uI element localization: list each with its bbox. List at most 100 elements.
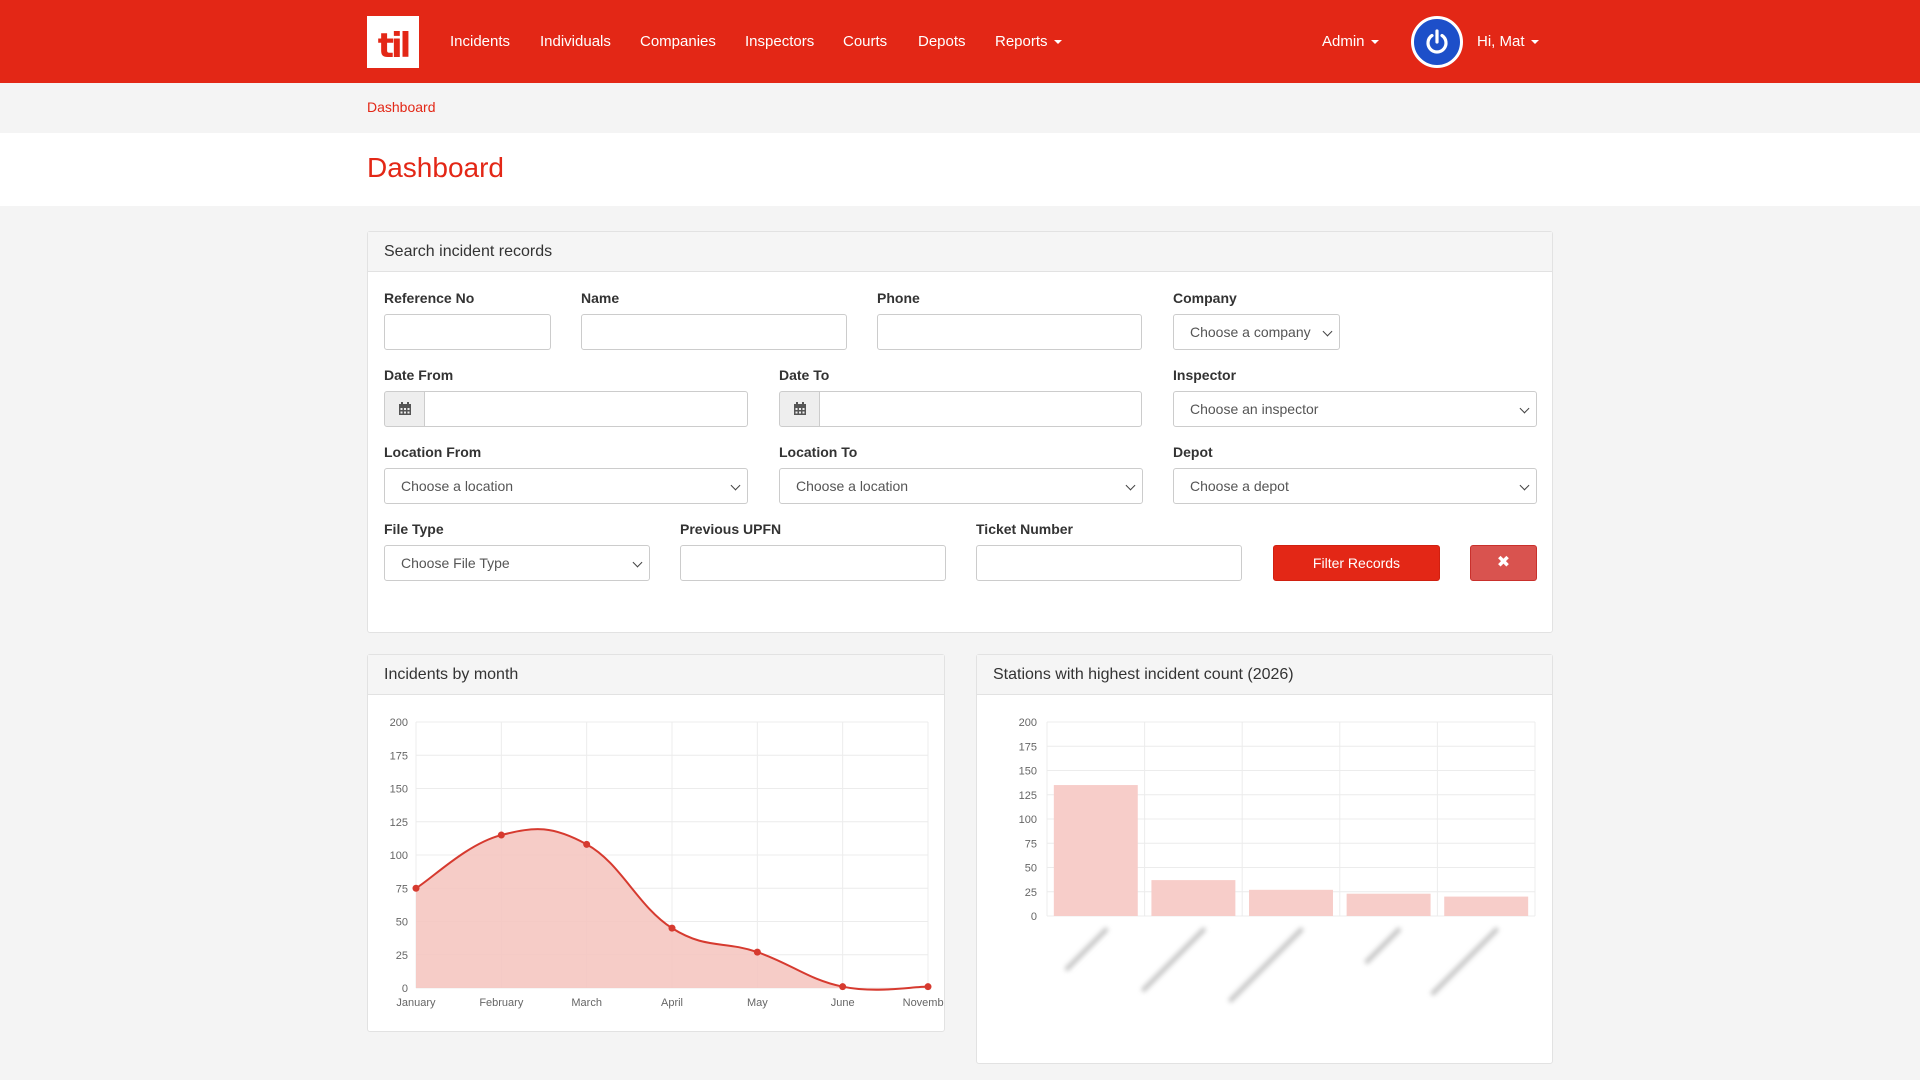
top-navbar: til Incidents Individuals Companies Insp… [0, 0, 1920, 83]
x-tick-label-redacted [1228, 927, 1304, 1003]
y-tick-label: 200 [390, 717, 408, 729]
bar [1053, 785, 1138, 916]
company-select-value: Choose a company [1190, 324, 1311, 340]
x-tick-label-redacted [1141, 927, 1206, 992]
y-tick-label: 100 [1019, 814, 1037, 826]
company-select[interactable]: Choose a company [1173, 314, 1340, 350]
bar [1249, 889, 1333, 916]
location-to-label: Location To [779, 444, 858, 460]
nav-reports-label: Reports [995, 33, 1048, 50]
y-tick-label: 150 [390, 784, 408, 796]
chevron-down-icon [632, 557, 643, 568]
x-tick-label-redacted [1430, 927, 1499, 996]
x-tick-label: January [396, 997, 436, 1009]
y-tick-label: 150 [1019, 766, 1037, 778]
chevron-down-icon [730, 480, 741, 491]
data-point [668, 924, 676, 932]
nav-courts[interactable]: Courts [843, 33, 888, 50]
data-point [412, 884, 420, 892]
date-from-input[interactable] [424, 391, 748, 427]
nav-depots[interactable]: Depots [918, 33, 966, 50]
search-panel: Search incident records Reference No Nam… [367, 231, 1553, 633]
y-tick-label: 50 [396, 917, 408, 929]
caret-down-icon [1053, 40, 1062, 45]
stations-incident-chart: 0 25 50 75 100 125 150 175 200 [1019, 717, 1536, 1003]
data-point [497, 831, 505, 839]
data-point [839, 983, 847, 991]
incidents-by-month-panel: Incidents by month 0 25 50 75 100 125 150 175 20… [367, 654, 945, 1032]
brand-logo[interactable]: til [367, 16, 419, 68]
chevron-down-icon [1322, 326, 1333, 337]
y-tick-label: 100 [390, 850, 408, 862]
y-tick-label: 75 [1025, 838, 1037, 850]
y-tick-label: 75 [396, 883, 408, 895]
date-to-input[interactable] [819, 391, 1142, 427]
stations-incident-panel: Stations with highest incident count (20… [976, 654, 1553, 1064]
depot-select[interactable]: Choose a depot [1173, 468, 1537, 504]
inspector-select[interactable]: Choose an inspector [1173, 391, 1537, 427]
x-tick-label: March [571, 997, 602, 1009]
user-menu-dropdown[interactable]: Hi, Mat [1477, 0, 1539, 83]
location-to-select[interactable]: Choose a location [779, 468, 1143, 504]
y-tick-label: 0 [1031, 911, 1037, 923]
caret-down-icon [1530, 40, 1539, 45]
x-tick-label-redacted [1364, 927, 1402, 964]
stations-incident-heading: Stations with highest incident count (20… [977, 655, 1552, 695]
logo-text: til [377, 26, 412, 66]
phone-input[interactable] [877, 314, 1142, 350]
admin-label: Admin [1322, 33, 1365, 50]
phone-label: Phone [877, 290, 920, 306]
power-icon[interactable] [1411, 16, 1463, 68]
chevron-down-icon [1519, 480, 1530, 491]
y-tick-label: 175 [390, 750, 408, 762]
location-from-select-value: Choose a location [401, 478, 514, 494]
file-type-select-value: Choose File Type [401, 555, 510, 571]
location-from-select[interactable]: Choose a location [384, 468, 748, 504]
name-input[interactable] [581, 314, 847, 350]
previous-upfn-label: Previous UPFN [680, 521, 782, 537]
breadcrumb-item-dashboard[interactable]: Dashboard [367, 99, 436, 115]
reference-no-label: Reference No [384, 290, 475, 306]
user-greeting: Hi, Mat [1477, 33, 1525, 50]
y-tick-label: 175 [1019, 741, 1037, 753]
y-tick-label: 50 [1025, 863, 1037, 875]
nav-individuals[interactable]: Individuals [540, 33, 611, 50]
y-tick-label: 25 [1025, 887, 1037, 899]
y-tick-label: 125 [1019, 790, 1037, 802]
data-point [753, 948, 761, 956]
inspector-select-value: Choose an inspector [1190, 401, 1319, 417]
reference-no-input[interactable] [384, 314, 551, 350]
x-tick-label: April [661, 997, 683, 1009]
bar [1444, 896, 1529, 916]
data-point [583, 840, 591, 848]
company-label: Company [1173, 290, 1237, 306]
file-type-label: File Type [384, 521, 444, 537]
filter-records-button[interactable]: Filter Records [1273, 545, 1440, 581]
location-to-select-value: Choose a location [796, 478, 909, 494]
calendar-icon[interactable] [384, 391, 425, 427]
name-label: Name [581, 290, 620, 306]
incidents-by-month-heading: Incidents by month [368, 655, 944, 695]
calendar-icon[interactable] [779, 391, 820, 427]
page-title: Dashboard [367, 152, 504, 183]
x-tick-label: November [903, 997, 944, 1009]
admin-dropdown[interactable]: Admin [1322, 0, 1379, 83]
file-type-select[interactable]: Choose File Type [384, 545, 650, 581]
nav-reports-dropdown[interactable]: Reports [995, 0, 1062, 83]
y-tick-label: 200 [1019, 717, 1037, 729]
y-tick-label: 0 [402, 983, 408, 995]
x-tick-label: May [747, 997, 768, 1009]
x-tick-label-redacted [1064, 927, 1109, 971]
y-tick-label: 125 [390, 817, 408, 829]
nav-incidents[interactable]: Incidents [450, 33, 511, 50]
ticket-number-input[interactable] [976, 545, 1242, 581]
nav-inspectors[interactable]: Inspectors [745, 33, 815, 50]
depot-select-value: Choose a depot [1190, 478, 1289, 494]
clear-filters-button[interactable]: ✖ [1470, 545, 1537, 581]
previous-upfn-input[interactable] [680, 545, 946, 581]
y-tick-label: 25 [396, 950, 408, 962]
bar [1346, 893, 1431, 916]
x-tick-label: June [831, 997, 855, 1009]
nav-companies[interactable]: Companies [640, 33, 716, 50]
chevron-down-icon [1519, 403, 1530, 414]
